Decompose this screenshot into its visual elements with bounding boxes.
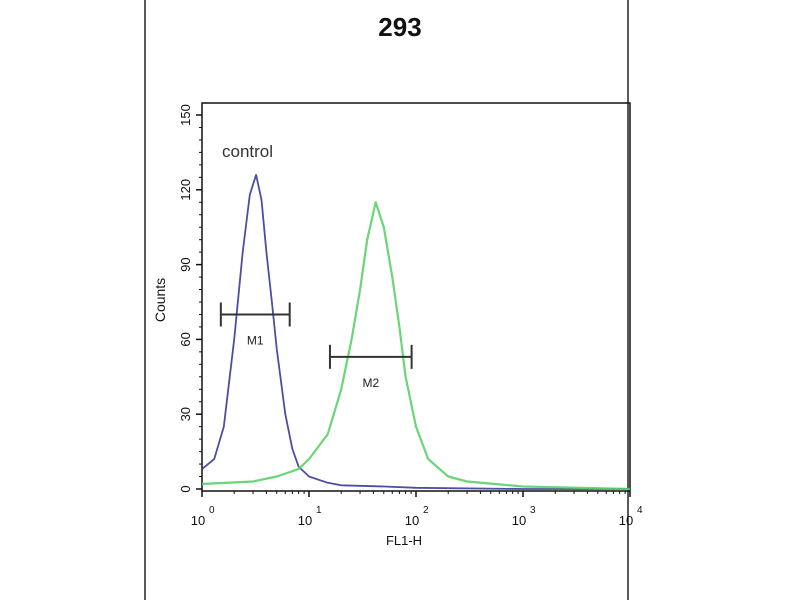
x-tick-label: 10	[619, 513, 633, 528]
marker-label: M2	[362, 376, 379, 390]
x-tick-label: 10	[512, 513, 526, 528]
x-tick-label: 10	[405, 513, 419, 528]
marker-label: M1	[247, 333, 264, 347]
x-tick-exponent: 3	[530, 505, 536, 516]
y-tick-label: 0	[178, 485, 193, 492]
plot-area	[201, 102, 631, 492]
x-tick-exponent: 0	[209, 505, 215, 516]
y-tick-label: 150	[178, 104, 193, 126]
y-tick-label: 90	[178, 257, 193, 271]
x-tick-label: 10	[298, 513, 312, 528]
chart-title: 293	[378, 12, 421, 42]
y-tick-label: 30	[178, 407, 193, 421]
x-axis-label: FL1-H	[386, 533, 422, 548]
x-tick-exponent: 1	[316, 505, 322, 516]
y-axis-label: Counts	[152, 278, 168, 322]
series-2-line	[201, 201, 631, 491]
series-1-line	[201, 173, 630, 490]
x-tick-exponent: 2	[423, 505, 429, 516]
x-tick-label: 10	[191, 513, 205, 528]
x-tick-exponent: 4	[637, 505, 643, 516]
y-tick-label: 120	[178, 179, 193, 201]
control-label: control	[222, 142, 273, 161]
y-tick-label: 60	[178, 332, 193, 346]
